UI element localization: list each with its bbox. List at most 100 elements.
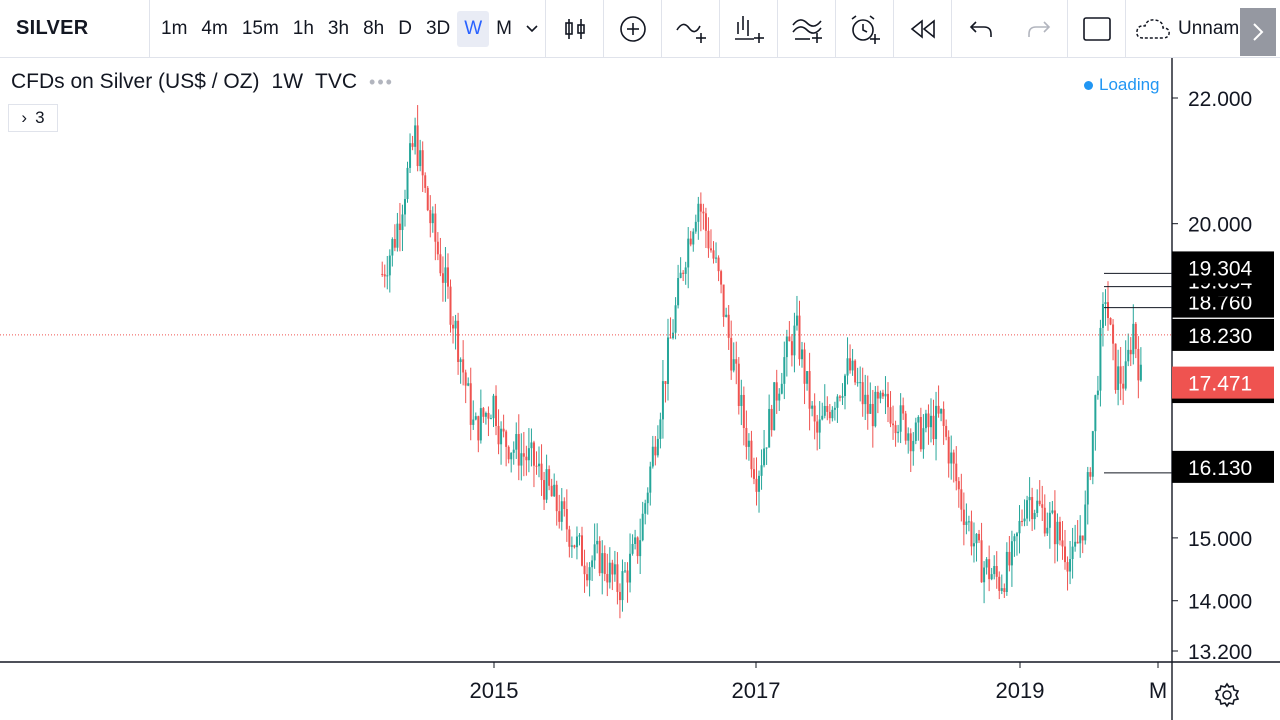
candle-body: [457, 320, 460, 362]
candle-body: [527, 448, 530, 461]
level-label[interactable]: 18.230: [1172, 318, 1274, 351]
candle-body: [952, 452, 955, 464]
candle-body: [770, 408, 773, 431]
candle-body: [588, 567, 591, 581]
candle-body: [664, 381, 667, 384]
candle-body: [649, 466, 652, 493]
interval-3d[interactable]: 3D: [425, 17, 451, 39]
candle-body: [1018, 520, 1021, 534]
candle-body: [897, 431, 900, 434]
candle-body: [816, 421, 819, 433]
bar-style-button[interactable]: [546, 0, 604, 58]
scroll-right-button[interactable]: [1240, 8, 1276, 56]
candle-body: [717, 257, 720, 272]
candle-body: [386, 275, 389, 277]
candle-body: [755, 478, 758, 492]
chart-pane[interactable]: 13.20014.00015.00016.13017.40018.23018.7…: [0, 58, 1280, 720]
interval-3h[interactable]: 3h: [327, 17, 350, 39]
candle-body: [558, 511, 561, 522]
interval-8h[interactable]: 8h: [363, 17, 385, 39]
candle-body: [937, 405, 940, 414]
candle-body: [801, 349, 804, 360]
candle-body: [573, 545, 576, 548]
last-price-text: 17.471: [1188, 373, 1252, 396]
level-label[interactable]: 16.130: [1172, 450, 1274, 483]
candle-body: [730, 337, 733, 371]
candle-body: [912, 440, 915, 452]
candle-body: [1112, 324, 1115, 344]
candle-body: [436, 241, 439, 255]
interval-1h[interactable]: 1h: [292, 17, 314, 39]
candle-body: [1026, 500, 1029, 519]
layout-name-label: Unnam: [1178, 17, 1240, 39]
symbol-search-button[interactable]: SILVER: [0, 0, 150, 58]
candle-body: [687, 238, 690, 268]
candle-body: [892, 423, 895, 426]
compare-button[interactable]: [662, 0, 720, 58]
undo-button[interactable]: [952, 0, 1010, 58]
fullscreen-button[interactable]: [1068, 0, 1126, 58]
alert-button[interactable]: [836, 0, 894, 58]
candle-body: [1104, 302, 1107, 304]
level-label[interactable]: 19.304: [1172, 251, 1274, 284]
interval-dropdown-button[interactable]: [519, 11, 545, 47]
candle-body: [601, 553, 604, 574]
candle-body: [656, 438, 659, 456]
interval-1m[interactable]: 1m: [161, 17, 188, 39]
candle-body: [790, 341, 793, 356]
indicators-button[interactable]: [720, 0, 778, 58]
candle-body: [1096, 390, 1099, 396]
candle-body: [1107, 302, 1110, 318]
candle-body: [1139, 364, 1142, 381]
candle-body: [629, 553, 632, 583]
candle-body: [570, 545, 573, 547]
candle-body: [1036, 500, 1039, 514]
candle-body: [970, 521, 973, 547]
candle-body: [983, 567, 986, 583]
candle-body: [707, 230, 710, 249]
interval-15m[interactable]: 15m: [241, 17, 279, 39]
candle-body: [745, 428, 748, 447]
layout-name-button[interactable]: Unnam: [1126, 0, 1239, 58]
collapsed-indicators-button[interactable]: › 3: [8, 104, 58, 132]
legend-interval: 1W: [271, 70, 304, 93]
interval-m[interactable]: M: [496, 17, 512, 39]
time-axis[interactable]: [0, 662, 1172, 720]
candle-body: [1061, 540, 1064, 547]
candle-body: [945, 425, 948, 437]
price-chart[interactable]: 13.20014.00015.00016.13017.40018.23018.7…: [0, 58, 1280, 720]
x-tick-label: 2017: [732, 678, 781, 703]
interval-w[interactable]: W: [457, 10, 490, 47]
candle-body: [540, 463, 543, 481]
candle-body: [823, 405, 826, 416]
gear-icon[interactable]: [1214, 682, 1240, 708]
candle-body: [861, 382, 864, 405]
candle-body: [591, 560, 594, 568]
templates-button[interactable]: [778, 0, 836, 58]
candle-body: [684, 267, 687, 274]
candle-body: [641, 513, 644, 541]
candle-body: [907, 433, 910, 441]
candle-body: [874, 391, 877, 427]
candle-body: [871, 403, 874, 427]
candle-body: [720, 271, 723, 285]
replay-button[interactable]: [894, 0, 952, 58]
series-legend: CFDs on Silver (US$ / OZ) 1W TVC •••: [11, 70, 406, 94]
legend-source: TVC: [315, 70, 358, 93]
candle-body: [1134, 323, 1137, 349]
redo-button[interactable]: [1010, 0, 1068, 58]
candle-body: [821, 415, 824, 420]
interval-d[interactable]: D: [398, 17, 412, 39]
candle-body: [1132, 323, 1135, 355]
add-indicator-button[interactable]: [604, 0, 662, 58]
candle-body: [1119, 366, 1122, 384]
candle-body: [876, 391, 879, 399]
candle-body: [515, 434, 518, 450]
candle-body: [581, 535, 584, 566]
legend-more-icon[interactable]: •••: [369, 71, 394, 92]
candle-body: [608, 562, 611, 583]
interval-4m[interactable]: 4m: [201, 17, 228, 39]
candles: [381, 105, 1142, 619]
candle-body: [462, 359, 465, 373]
candle-body: [1043, 507, 1046, 534]
